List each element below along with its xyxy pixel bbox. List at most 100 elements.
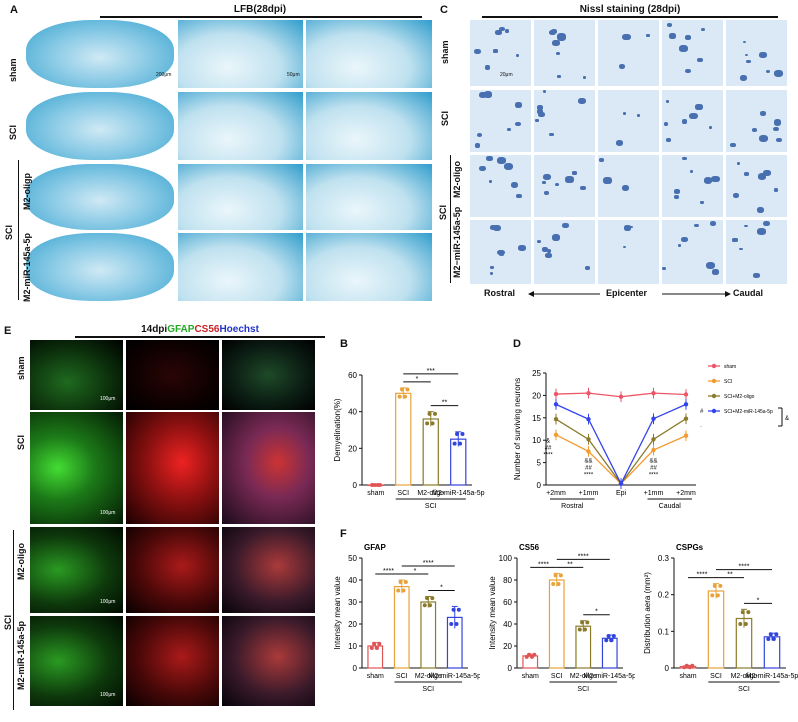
- x-tick-label: sham: [522, 673, 539, 680]
- bar: [422, 418, 439, 486]
- data-point: [377, 483, 382, 487]
- neuron: [689, 170, 694, 173]
- panel-e-header-cs56: CS56: [194, 324, 220, 335]
- x-tick-label: +2mm: [676, 490, 696, 497]
- y-tick-label: 20: [503, 642, 512, 651]
- panel-e-scalebar: 100μm: [100, 692, 116, 698]
- lfb-zoom-right: [306, 92, 432, 160]
- group-label-rostral: Rostral: [561, 503, 584, 510]
- y-tick-label: 50: [348, 554, 357, 563]
- data-point: [396, 588, 401, 593]
- nissl-tile: [662, 155, 723, 217]
- legend-label: sham: [724, 364, 736, 370]
- data-point: [690, 663, 695, 668]
- nissl-tile: [534, 220, 595, 284]
- data-point: [425, 421, 430, 426]
- data-point: [397, 394, 402, 399]
- nissl-tile: [534, 20, 595, 86]
- neuron: [681, 236, 689, 243]
- fluorescence-tile: [30, 340, 123, 410]
- panel-c-axis-arrows: [528, 291, 731, 297]
- data-point: [458, 441, 463, 446]
- neuron: [584, 265, 590, 270]
- legend-mark-dot: ·: [700, 424, 702, 430]
- x-tick-label: M2-miR-145a-5p: [432, 490, 485, 497]
- x-tick-label: SCI: [396, 673, 408, 680]
- significance-annotation: ****: [584, 473, 594, 479]
- panel-e-row-m2-oligo: M2-oligo: [16, 543, 26, 580]
- data-point: [430, 596, 435, 601]
- data-point: [422, 603, 427, 608]
- nissl-tile: [598, 155, 659, 217]
- neuron: [603, 176, 612, 184]
- significance-label: *: [416, 376, 419, 383]
- chart-title: GFAP: [364, 543, 386, 552]
- data-point: [580, 620, 585, 625]
- nissl-tile: [598, 20, 659, 86]
- neuron: [484, 65, 491, 70]
- bar: [601, 637, 618, 669]
- fluorescence-tile: [222, 340, 315, 410]
- data-point: [372, 641, 377, 646]
- nissl-tile: [470, 90, 531, 152]
- y-axis-label: Intensity mean value: [488, 576, 497, 650]
- panel-c-axis-rostral: Rostral: [484, 288, 516, 298]
- neuron: [744, 53, 748, 57]
- neuron: [493, 49, 498, 53]
- fluorescence-tile: [30, 527, 123, 613]
- panel-f-label: F: [340, 528, 347, 540]
- neuron: [773, 188, 778, 192]
- bar: [393, 585, 410, 669]
- panel-e-scalebar: 100μm: [100, 510, 116, 516]
- neuron: [773, 126, 780, 132]
- x-tick-label: SCI: [551, 673, 563, 680]
- neuron: [515, 54, 520, 57]
- data-point: [683, 402, 689, 407]
- panel-e-row-sham: sham: [16, 356, 26, 380]
- lfb-cross-section: [26, 20, 174, 88]
- neuron: [535, 119, 539, 122]
- neuron: [496, 156, 506, 164]
- chart-f-cspgs: 0 0.1 0.2 0.3 Distribution aera (mm²) CSPGs sh…: [643, 543, 798, 693]
- data-point: [586, 416, 591, 422]
- significance-annotation: ****: [649, 473, 659, 479]
- nissl-tile: [662, 220, 723, 284]
- y-tick-label: 10: [348, 642, 357, 651]
- y-axis-label: Demyelination(%): [333, 398, 342, 461]
- panel-c-header: Nissl staining (28dpi): [579, 4, 681, 15]
- panel-a-row-m2-mir: M2-miR-145a-5p: [22, 232, 32, 302]
- data-point: [585, 620, 590, 625]
- neuron: [499, 26, 506, 32]
- significance-label: ***: [427, 368, 435, 375]
- fluorescence-tile: [222, 527, 315, 613]
- nissl-tile: [534, 90, 595, 152]
- neuron: [682, 156, 687, 161]
- lfb-cross-section: [26, 164, 174, 230]
- data-point: [398, 579, 403, 584]
- neuron: [515, 193, 522, 199]
- neuron: [744, 172, 749, 177]
- neuron: [759, 52, 767, 59]
- data-point: [577, 627, 582, 632]
- legend-mark-hash: #: [700, 409, 704, 415]
- neuron: [774, 69, 783, 77]
- significance-annotation: ##: [585, 466, 592, 472]
- data-point: [746, 610, 751, 615]
- neuron: [504, 29, 510, 33]
- y-tick-label: 5: [537, 459, 542, 468]
- legend-marker: [711, 363, 717, 369]
- data-point: [449, 622, 454, 626]
- data-point: [527, 652, 532, 657]
- legend-marker: [711, 378, 717, 384]
- panel-a-label: A: [10, 4, 18, 16]
- y-tick-label: 0.1: [658, 627, 670, 636]
- y-tick-label: 40: [348, 408, 357, 417]
- lfb-zoom-left: [178, 20, 303, 88]
- lfb-zoom-left: [178, 92, 303, 160]
- neuron: [492, 224, 502, 232]
- lfb-zoom-left: [178, 164, 303, 230]
- lfb-zoom-left: [178, 233, 303, 301]
- data-point: [771, 637, 776, 642]
- data-point: [651, 390, 656, 396]
- data-point: [710, 593, 715, 598]
